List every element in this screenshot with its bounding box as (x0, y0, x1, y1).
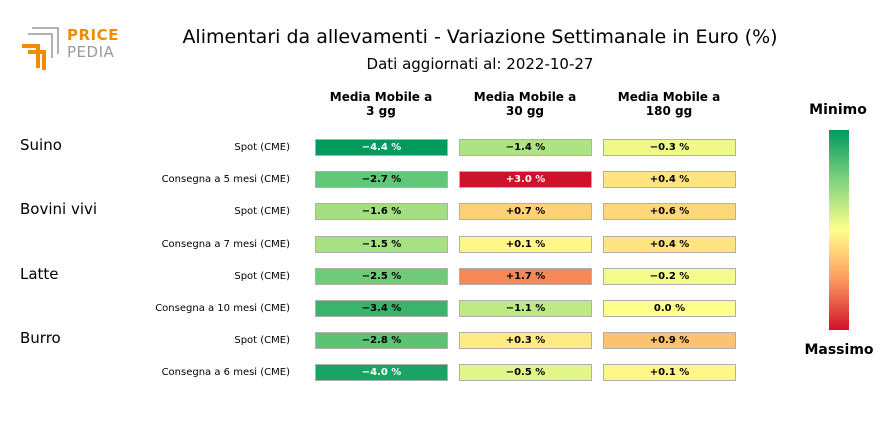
logo-word-price: PRICE (67, 26, 119, 44)
heatmap-cell: +0.1 % (603, 364, 736, 382)
heatmap-cell: +3.0 % (459, 171, 592, 189)
heatmap-cell: +0.4 % (603, 235, 736, 253)
pricepedia-logo-icon (22, 27, 59, 70)
row-label: Consegna a 5 mesi (CME) (161, 174, 290, 186)
row-label: Spot (CME) (234, 270, 290, 282)
heatmap-cell: −1.5 % (315, 235, 448, 253)
heatmap-cell: −2.7 % (315, 171, 448, 189)
heatmap-cell: −4.0 % (315, 364, 448, 382)
row-label: Spot (CME) (234, 335, 290, 347)
heatmap-cell: +0.9 % (603, 332, 736, 350)
pricepedia-logo: PRICE PEDIA (18, 24, 128, 74)
color-scale-bar (829, 130, 849, 330)
group-label: Suino (20, 136, 62, 154)
column-header: Media Mobile a 30 gg (473, 90, 577, 118)
heatmap-cell: +0.4 % (603, 171, 736, 189)
heatmap-cell: 0.0 % (603, 300, 736, 317)
chart-title: Alimentari da allevamenti - Variazione S… (182, 26, 778, 48)
group-label: Bovini vivi (20, 200, 98, 219)
row-label: Spot (CME) (234, 206, 290, 218)
heatmap-cell: −1.1 % (459, 300, 592, 317)
heatmap-cell: −3.4 % (315, 300, 448, 317)
column-header: Media Mobile a 180 gg (617, 90, 721, 118)
heatmap-cell: −4.4 % (315, 139, 448, 156)
row-label: Consegna a 10 mesi (CME) (155, 303, 290, 314)
heatmap-cell: −1.6 % (315, 203, 448, 221)
heatmap-cell: −2.5 % (315, 267, 448, 285)
heatmap-cell: +0.7 % (459, 203, 592, 221)
heatmap-cell: +0.1 % (459, 235, 592, 253)
heatmap-cell: −0.3 % (603, 139, 736, 156)
legend-max-label: Massimo (804, 342, 874, 358)
heatmap-cell: −1.4 % (459, 139, 592, 156)
heatmap-cell: +0.3 % (459, 332, 592, 350)
row-label: Consegna a 7 mesi (CME) (161, 238, 290, 250)
heatmap-cell: −2.8 % (315, 332, 448, 350)
legend-min-label: Minimo (809, 102, 867, 118)
heatmap-cell: +0.6 % (603, 203, 736, 221)
heatmap-cell: −0.2 % (603, 267, 736, 285)
logo-word-pedia: PEDIA (67, 43, 115, 61)
group-label: Burro (20, 329, 61, 348)
row-label: Spot (CME) (234, 142, 290, 153)
heatmap-cell: −0.5 % (459, 364, 592, 382)
heatmap-cell: +1.7 % (459, 267, 592, 285)
row-label: Consegna a 6 mesi (CME) (161, 367, 290, 379)
chart-subtitle: Dati aggiornati al: 2022-10-27 (366, 55, 594, 73)
group-label: Latte (20, 264, 59, 283)
